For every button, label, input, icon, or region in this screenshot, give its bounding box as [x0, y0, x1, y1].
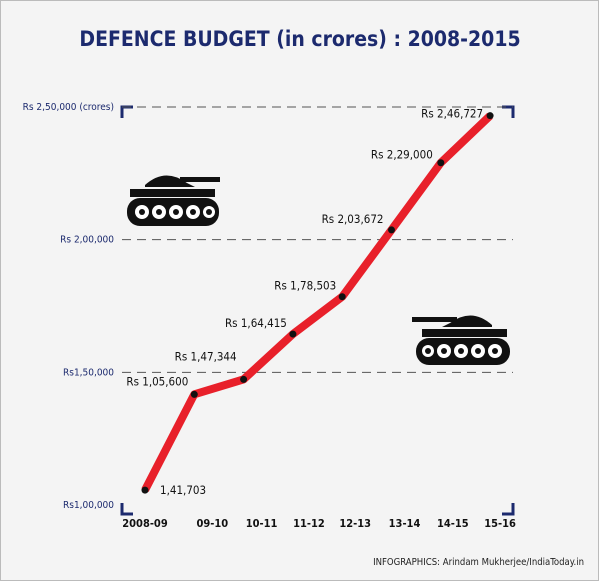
annotation: Rs 1,47,344	[175, 349, 237, 363]
tank-icon	[412, 315, 510, 365]
line	[141, 112, 493, 492]
credit: INFOGRAPHICS: Arindam Mukherjee/IndiaTod…	[373, 557, 584, 568]
annotation: Rs 2,46,727	[421, 107, 483, 121]
x-tick-label: 10-11	[246, 517, 278, 530]
x-tick-label: 13-14	[389, 517, 421, 530]
x-tick-label: 14-15	[437, 517, 469, 530]
x-tick-label: 12-13	[339, 517, 371, 530]
point	[388, 226, 395, 234]
x-tick-label: 09-10	[196, 517, 228, 530]
point	[338, 293, 346, 301]
point	[141, 486, 149, 494]
y-tick-label: Rs 2,50,000 (crores)	[23, 102, 114, 113]
x-tick-label: 15-16	[484, 517, 516, 530]
point	[437, 159, 445, 167]
annotation: Rs 2,29,000	[371, 148, 433, 162]
point	[190, 390, 198, 398]
x-tick-label: 2008-09	[122, 517, 168, 530]
point	[240, 375, 248, 383]
annotation: Rs 2,03,672	[322, 212, 384, 226]
annotation: Rs 1,78,503	[274, 279, 336, 293]
y-tick-label: Rs1,00,000	[63, 500, 114, 511]
point	[289, 330, 297, 338]
annotation: Rs 1,05,600	[126, 374, 188, 388]
y-tick-label: Rs1,50,000	[63, 367, 114, 378]
annotation: Rs 1,64,415	[225, 316, 287, 330]
x-tick-label: 11-12	[293, 517, 325, 530]
chart-title: DEFENCE BUDGET (in crores) : 2008-2015	[79, 27, 520, 51]
annotation: 1,41,703	[160, 483, 206, 497]
y-tick-label: Rs 2,00,000	[60, 235, 114, 246]
point	[486, 112, 494, 120]
tank-icon	[127, 175, 220, 226]
